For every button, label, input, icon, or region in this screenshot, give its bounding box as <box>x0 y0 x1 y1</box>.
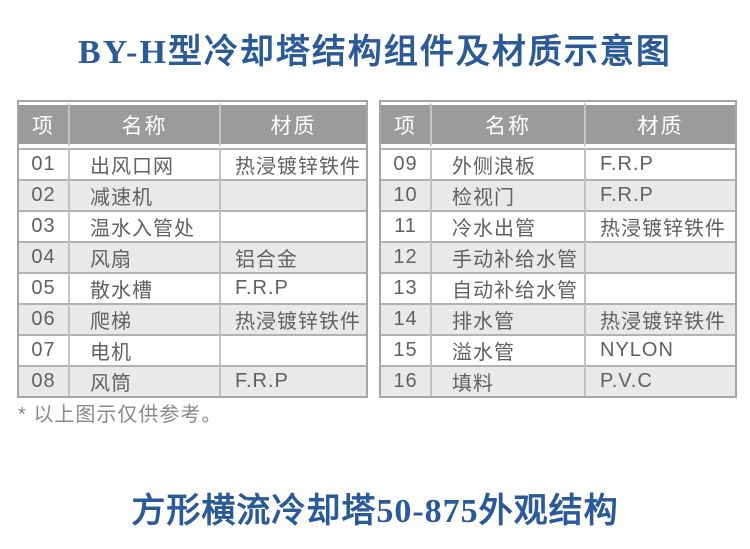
table-row: 12 手动补给水管 <box>381 241 735 272</box>
tables-container: 项 名称 材质 01 出风口网 热浸镀锌铁件 02 减速机 03 温水入管处 04 风扇 铝合金 0… <box>17 100 737 398</box>
component-name: 冷水出管 <box>430 210 584 241</box>
table-row: 11 冷水出管 热浸镀锌铁件 <box>381 210 735 241</box>
material-value: F.R.P <box>218 272 366 303</box>
material-value: 热浸镀锌铁件 <box>218 148 366 179</box>
table-row: 04 风扇 铝合金 <box>19 241 366 272</box>
component-name: 溢水管 <box>430 334 584 365</box>
material-value: 热浸镀锌铁件 <box>583 210 735 241</box>
component-name: 风筒 <box>68 365 219 396</box>
table-row: 15 溢水管 NYLON <box>381 334 735 365</box>
item-number: 07 <box>19 334 68 365</box>
material-value: NYLON <box>583 334 735 365</box>
subtitle: 方形横流冷却塔50-875外观结构 <box>131 493 619 530</box>
table-header-row: 项 名称 材质 <box>19 102 366 148</box>
column-header-material: 材质 <box>218 102 366 148</box>
table-row: 08 风筒 F.R.P <box>19 365 366 396</box>
page-title: BY-H型冷却塔结构组件及材质示意图 <box>78 34 672 71</box>
component-name: 电机 <box>68 334 219 365</box>
component-name: 散水槽 <box>68 272 219 303</box>
item-number: 15 <box>381 334 430 365</box>
component-name: 出风口网 <box>68 148 219 179</box>
component-name: 爬梯 <box>68 303 219 334</box>
material-value <box>583 241 735 272</box>
material-value: 热浸镀锌铁件 <box>583 303 735 334</box>
component-name: 外侧浪板 <box>430 148 584 179</box>
component-name: 填料 <box>430 365 584 396</box>
item-number: 02 <box>19 179 68 210</box>
item-number: 01 <box>19 148 68 179</box>
column-header-name: 名称 <box>430 102 584 148</box>
material-value <box>218 334 366 365</box>
component-name: 排水管 <box>430 303 584 334</box>
item-number: 13 <box>381 272 430 303</box>
table-row: 13 自动补给水管 <box>381 272 735 303</box>
item-number: 08 <box>19 365 68 396</box>
material-value <box>218 210 366 241</box>
material-value: 热浸镀锌铁件 <box>218 303 366 334</box>
materials-table-right: 项 名称 材质 09 外侧浪板 F.R.P 10 检视门 F.R.P 11 冷水出管 热浸镀锌铁… <box>379 100 737 398</box>
table-row: 06 爬梯 热浸镀锌铁件 <box>19 303 366 334</box>
materials-table-left: 项 名称 材质 01 出风口网 热浸镀锌铁件 02 减速机 03 温水入管处 04 风扇 铝合金 0… <box>17 100 368 398</box>
column-header-item: 项 <box>19 102 68 148</box>
item-number: 03 <box>19 210 68 241</box>
component-name: 减速机 <box>68 179 219 210</box>
material-value: 铝合金 <box>218 241 366 272</box>
item-number: 06 <box>19 303 68 334</box>
item-number: 16 <box>381 365 430 396</box>
column-header-item: 项 <box>381 102 430 148</box>
component-name: 自动补给水管 <box>430 272 584 303</box>
table-row: 07 电机 <box>19 334 366 365</box>
material-value <box>583 272 735 303</box>
material-value: F.R.P <box>218 365 366 396</box>
item-number: 11 <box>381 210 430 241</box>
column-header-name: 名称 <box>68 102 219 148</box>
table-row: 02 减速机 <box>19 179 366 210</box>
table-row: 10 检视门 F.R.P <box>381 179 735 210</box>
item-number: 12 <box>381 241 430 272</box>
component-name: 检视门 <box>430 179 584 210</box>
item-number: 09 <box>381 148 430 179</box>
material-value: F.R.P <box>583 179 735 210</box>
item-number: 14 <box>381 303 430 334</box>
component-name: 温水入管处 <box>68 210 219 241</box>
table-row: 09 外侧浪板 F.R.P <box>381 148 735 179</box>
table-row: 16 填料 P.V.C <box>381 365 735 396</box>
table-row: 14 排水管 热浸镀锌铁件 <box>381 303 735 334</box>
component-name: 风扇 <box>68 241 219 272</box>
table-row: 05 散水槽 F.R.P <box>19 272 366 303</box>
table-header-row: 项 名称 材质 <box>381 102 735 148</box>
table-items-09-16: 项 名称 材质 09 外侧浪板 F.R.P 10 检视门 F.R.P 11 冷水出管 热浸镀锌铁… <box>381 102 735 396</box>
table-row: 03 温水入管处 <box>19 210 366 241</box>
item-number: 04 <box>19 241 68 272</box>
material-value: P.V.C <box>583 365 735 396</box>
table-row: 01 出风口网 热浸镀锌铁件 <box>19 148 366 179</box>
footnote: * 以上图示仅供参考。 <box>18 404 223 426</box>
material-value: F.R.P <box>583 148 735 179</box>
item-number: 10 <box>381 179 430 210</box>
item-number: 05 <box>19 272 68 303</box>
component-name: 手动补给水管 <box>430 241 584 272</box>
table-items-01-08: 项 名称 材质 01 出风口网 热浸镀锌铁件 02 减速机 03 温水入管处 04 风扇 铝合金 0… <box>19 102 366 396</box>
material-value <box>218 179 366 210</box>
column-header-material: 材质 <box>583 102 735 148</box>
